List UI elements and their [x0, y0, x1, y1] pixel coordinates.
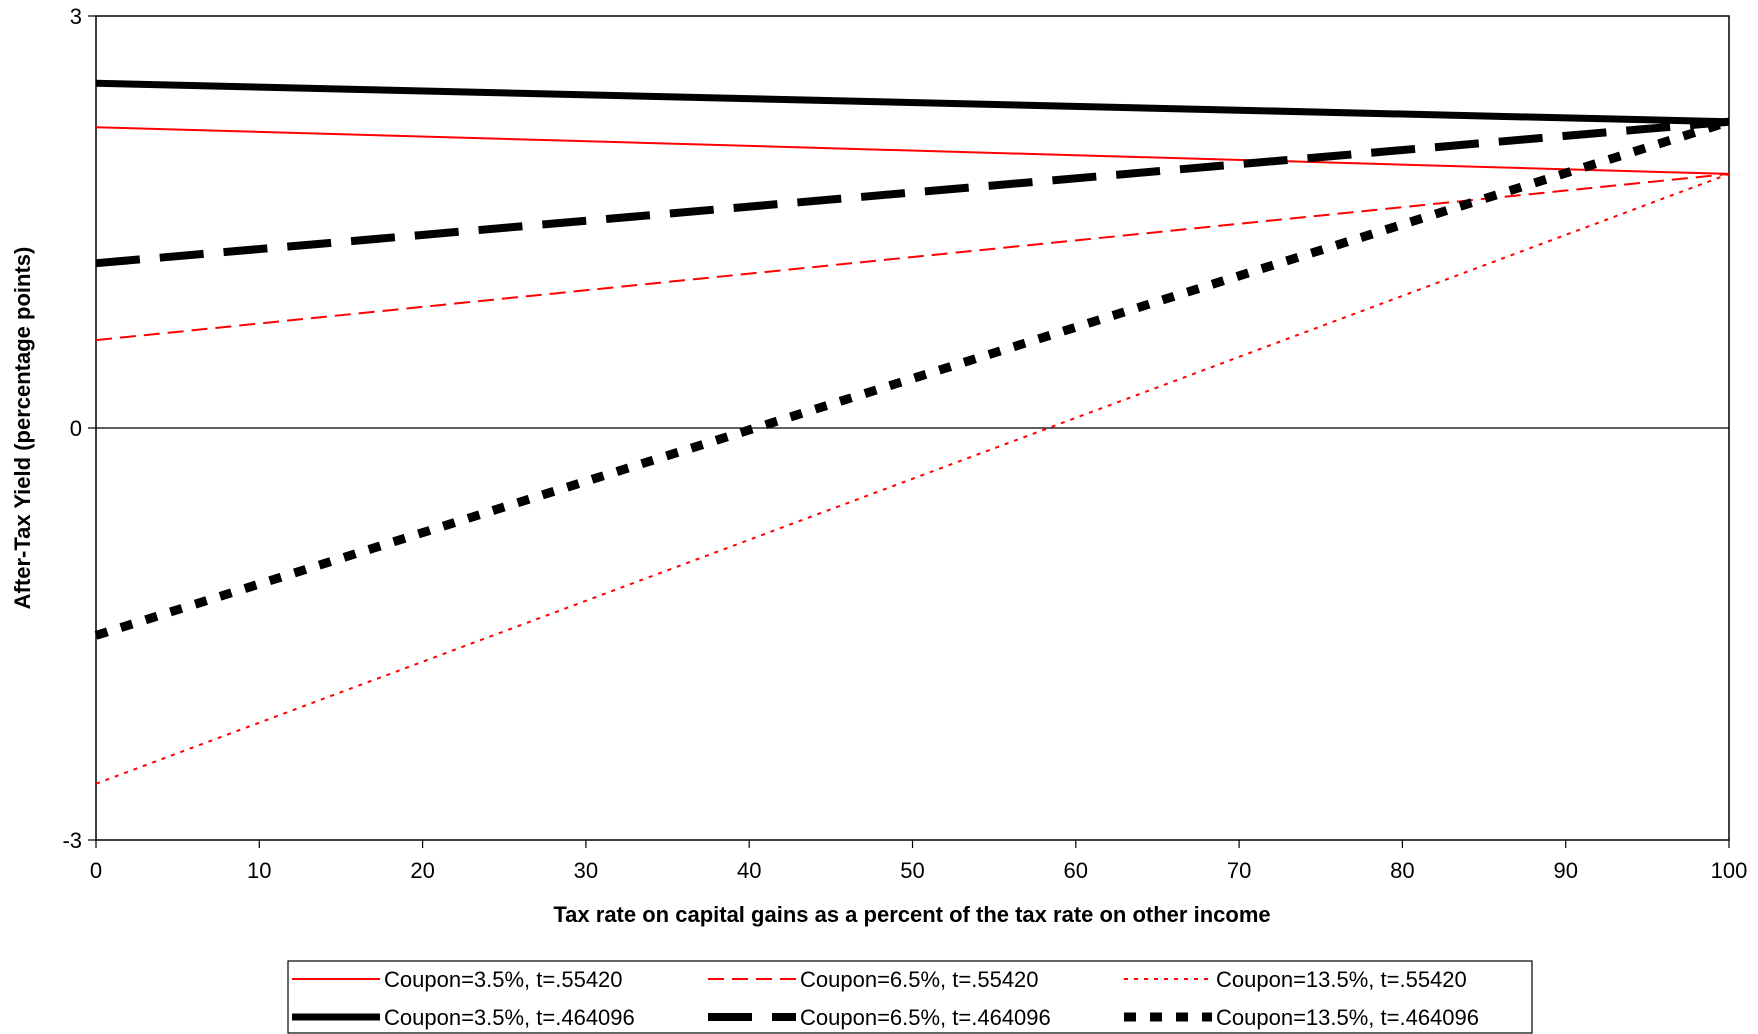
series-line-2	[95, 172, 1730, 342]
legend-label-3: Coupon=13.5%, t=.55420	[1216, 967, 1467, 992]
x-tick-label: 0	[90, 858, 102, 883]
legend-label-1: Coupon=3.5%, t=.55420	[384, 967, 623, 992]
x-tick-label: 20	[410, 858, 434, 883]
x-tick-label: 80	[1390, 858, 1414, 883]
series-line-4	[95, 79, 1730, 126]
x-tick-label: 90	[1553, 858, 1577, 883]
y-tick-label: 0	[70, 416, 82, 441]
x-tick-label: 30	[574, 858, 598, 883]
x-axis-title: Tax rate on capital gains as a percent o…	[553, 902, 1270, 927]
series-line-5	[95, 117, 1730, 268]
x-tick-label: 100	[1711, 858, 1748, 883]
y-axis-title: After-Tax Yield (percentage points)	[10, 247, 35, 610]
legend: Coupon=3.5%, t=.55420 Coupon=6.5%, t=.554…	[287, 960, 1533, 1034]
legend-box	[287, 960, 1533, 1034]
legend-label-2: Coupon=6.5%, t=.55420	[800, 967, 1039, 992]
legend-label-5: Coupon=6.5%, t=.464096	[800, 1005, 1051, 1030]
x-tick-label: 60	[1064, 858, 1088, 883]
x-tick-label: 40	[737, 858, 761, 883]
legend-label-4: Coupon=3.5%, t=.464096	[384, 1005, 635, 1030]
y-tick-label: 3	[70, 4, 82, 29]
legend-label-6: Coupon=13.5%, t=.464096	[1216, 1005, 1479, 1030]
series-line-1	[95, 126, 1730, 175]
x-tick-label: 70	[1227, 858, 1251, 883]
x-tick-label: 10	[247, 858, 271, 883]
y-tick-label: -3	[62, 828, 82, 853]
series-line-3	[95, 172, 1730, 785]
x-tick-label: 50	[900, 858, 924, 883]
